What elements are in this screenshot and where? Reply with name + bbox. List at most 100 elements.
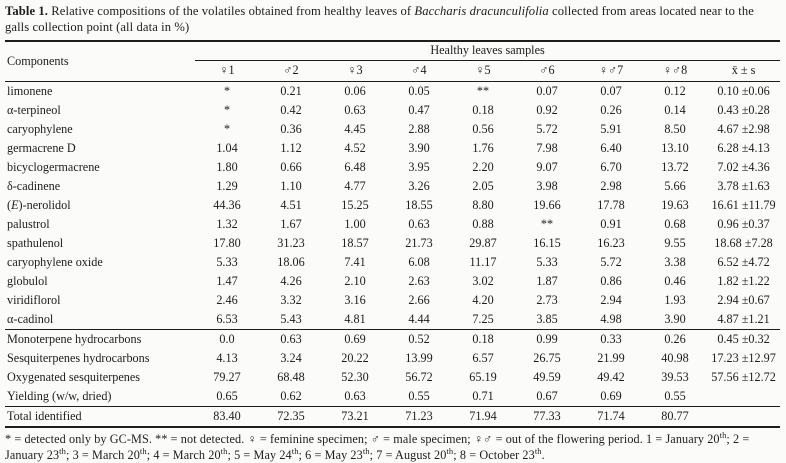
value-cell: 0.62 [280, 389, 302, 403]
value-cell: 5.33 [216, 255, 238, 269]
sample-column-header: ♂6 [515, 60, 579, 82]
value-cell: 77.33 [515, 406, 579, 427]
value-cell: 4.52 [344, 141, 366, 155]
value-cell: 3.98 [536, 179, 558, 193]
value-cell: 31.23 [277, 236, 305, 250]
value-cell: 71.94 [451, 406, 515, 427]
value-cell: 72.35 [259, 406, 323, 427]
sample-column-header: ♀♂8 [643, 60, 707, 82]
value-cell: 3.95 [408, 160, 430, 174]
sample-header-row: ♀1 ♂2 ♀3 ♂4 ♀5 ♂6 ♀♂7 ♀♂8 x̄ ± s [5, 60, 781, 82]
value-cell: 0.88 [472, 217, 494, 231]
value-cell: 0.63 [344, 103, 366, 117]
value-cell: 5.91 [600, 122, 622, 136]
value-cell: 6.52 ±4.72 [717, 255, 770, 269]
value-cell: 0.56 [472, 122, 494, 136]
section-compound-classes: Monoterpene hydrocarbons 0.0 0.63 0.69 0.52 0… [5, 329, 781, 407]
value-cell: 6.53 [216, 312, 238, 326]
value-cell: 3.16 [344, 293, 366, 307]
value-cell: 1.32 [216, 217, 238, 231]
col-header-components: Components [5, 41, 195, 82]
value-cell: 0.45 ±0.32 [707, 329, 781, 349]
value-cell: 17.80 [213, 236, 241, 250]
component-label: δ-cadinene [7, 179, 61, 193]
value-cell: 3.90 [664, 312, 686, 326]
component-label: Monoterpene hydrocarbons [5, 329, 195, 349]
value-cell: 49.59 [533, 370, 561, 384]
value-cell: 4.45 [344, 122, 366, 136]
value-cell: ** [476, 84, 490, 98]
value-cell: 6.08 [408, 255, 430, 269]
table-row: caryophylene oxide 5.33 18.06 7.41 6.08 11.17… [5, 253, 780, 272]
value-cell: 4.26 [280, 274, 302, 288]
value-cell [707, 387, 780, 407]
component-label: viridiflorol [7, 293, 61, 307]
component-label: spathulenol [7, 236, 64, 250]
value-cell: 3.78 ±1.63 [717, 179, 770, 193]
value-cell: 5.72 [600, 255, 622, 269]
value-cell: 0.63 [259, 329, 323, 349]
value-cell: 18.06 [277, 255, 305, 269]
value-cell: 4.98 [600, 312, 622, 326]
value-cell: 52.30 [341, 370, 369, 384]
value-cell: 4.44 [408, 312, 430, 326]
value-cell: 4.87 ±1.21 [717, 312, 770, 326]
value-cell: 0.07 [536, 84, 558, 98]
value-cell: 8.50 [664, 122, 686, 136]
value-cell: 1.47 [216, 274, 238, 288]
value-cell: * [223, 103, 231, 117]
value-cell: 5.72 [536, 122, 558, 136]
value-cell: 5.66 [664, 179, 686, 193]
volatiles-composition-table: Components Healthy leaves samples ♀1 ♂2 ♀3… [5, 40, 781, 428]
value-cell: 0.42 [280, 103, 302, 117]
value-cell: 65.19 [469, 370, 497, 384]
value-cell: 0.47 [408, 103, 430, 117]
value-cell: 13.10 [661, 141, 689, 155]
value-cell: 17.23 ±12.97 [711, 351, 776, 365]
value-cell: 2.73 [536, 293, 558, 307]
value-cell: 6.28 ±4.13 [717, 141, 770, 155]
value-cell: 0.69 [600, 389, 622, 403]
table-row: caryophylene * 0.36 4.45 2.88 0.56 5.72 5.91 8.5… [5, 120, 780, 139]
value-cell: 0.06 [344, 84, 366, 98]
value-cell: 0.91 [600, 217, 622, 231]
value-cell: 7.02 ±4.36 [717, 160, 770, 174]
value-cell: 3.32 [280, 293, 302, 307]
value-cell: 44.36 [213, 198, 241, 212]
value-cell: 8.80 [472, 198, 494, 212]
value-cell: ** [540, 217, 554, 231]
value-cell: 3.02 [472, 274, 494, 288]
table-row: Yielding (w/w, dried) 0.65 0.62 0.63 0.55 0.7… [5, 387, 780, 407]
value-cell: 73.21 [323, 406, 387, 427]
value-cell: 3.38 [664, 255, 686, 269]
value-cell: 1.29 [216, 179, 238, 193]
value-cell: 0.12 [664, 84, 686, 98]
component-label: Total identified [5, 406, 195, 427]
sample-column-header: ♀5 [451, 60, 515, 82]
value-cell: 79.27 [213, 370, 241, 384]
value-cell: 19.63 [661, 198, 689, 212]
value-cell: 2.20 [472, 160, 494, 174]
value-cell: 0.65 [216, 389, 238, 403]
value-cell: 4.20 [472, 293, 494, 307]
value-cell: 7.98 [536, 141, 558, 155]
value-cell: 1.80 [216, 160, 238, 174]
value-cell: 1.82 ±1.22 [717, 274, 770, 288]
component-label: caryophylene oxide [7, 255, 103, 269]
value-cell: 0.46 [664, 274, 686, 288]
table-row: Monoterpene hydrocarbons 0.0 0.63 0.69 0.52 0… [5, 329, 781, 349]
table-row: δ-cadinene 1.29 1.10 4.77 3.26 2.05 3.98 2.98 5.… [5, 177, 780, 196]
table-footnote: * = detected only by GC-MS. ** = not det… [5, 429, 750, 462]
value-cell: 0.21 [280, 84, 302, 98]
sample-column-header: ♀3 [323, 60, 387, 82]
component-label: Yielding (w/w, dried) [7, 389, 112, 403]
value-cell: 21.73 [405, 236, 433, 250]
value-cell: 80.77 [643, 406, 707, 427]
component-label: α-cadinol [7, 312, 54, 326]
value-cell: 2.46 [216, 293, 238, 307]
value-cell: 13.99 [405, 351, 433, 365]
value-cell: 1.76 [472, 141, 494, 155]
component-label: germacrene D [7, 141, 76, 155]
value-cell: 0.05 [408, 84, 430, 98]
table-row: Total identified 83.40 72.35 73.21 71.23 71.9… [5, 406, 781, 427]
